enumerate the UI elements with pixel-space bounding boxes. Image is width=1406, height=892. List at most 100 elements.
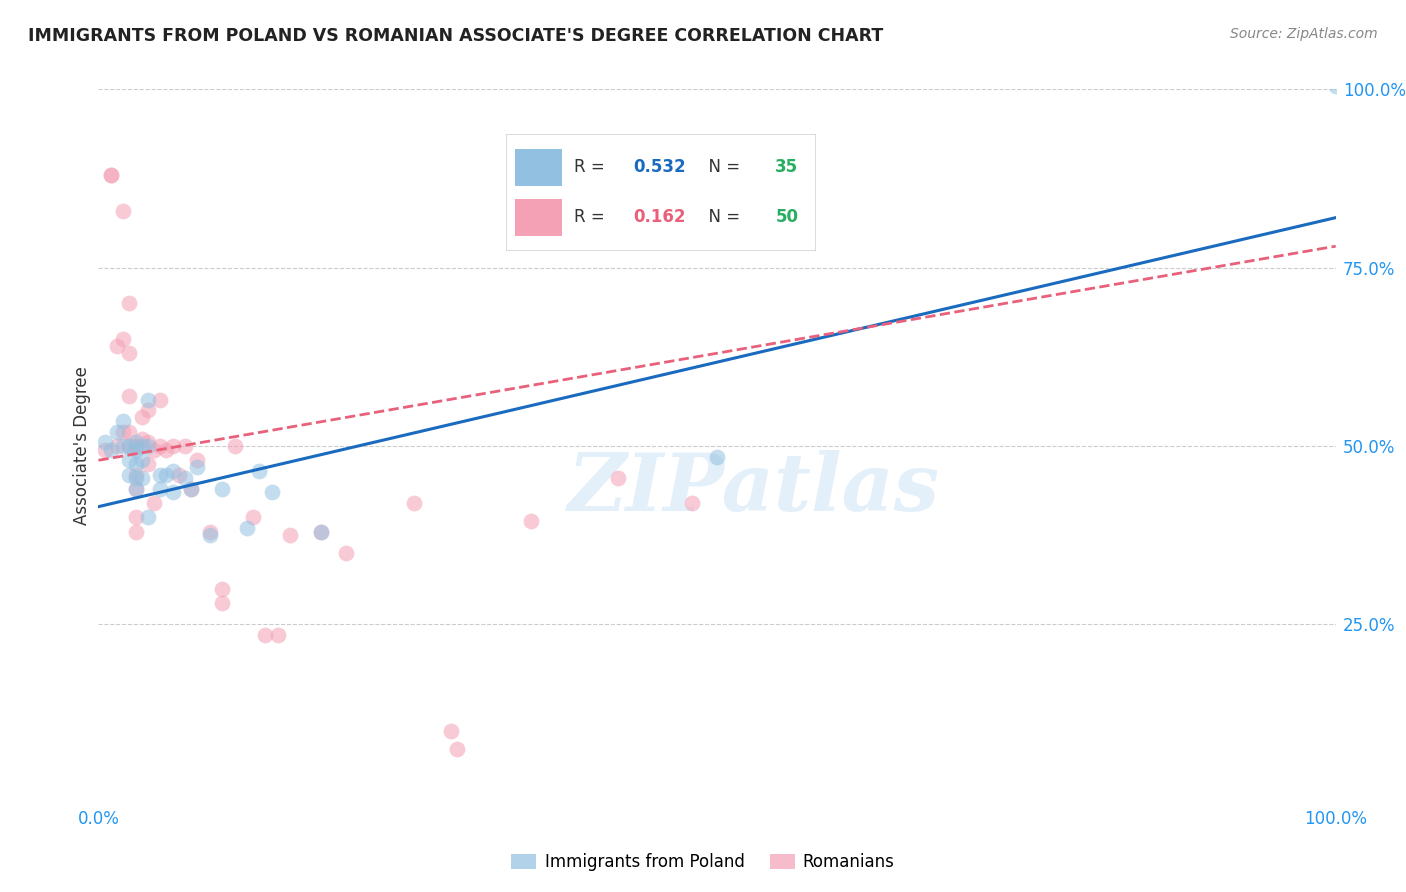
Point — [136, 439, 159, 453]
Point — [247, 464, 270, 478]
Point — [124, 439, 146, 453]
Point — [118, 296, 141, 310]
Legend: Immigrants from Poland, Romanians: Immigrants from Poland, Romanians — [503, 845, 903, 880]
Point — [1324, 78, 1347, 93]
Text: 50: 50 — [775, 209, 799, 227]
Point — [112, 439, 135, 453]
Point — [100, 168, 122, 182]
Point — [143, 496, 166, 510]
Point — [118, 439, 141, 453]
Point — [118, 389, 141, 403]
Point — [162, 464, 184, 478]
Point — [174, 439, 197, 453]
Point — [198, 524, 221, 539]
Point — [136, 403, 159, 417]
Point — [155, 467, 177, 482]
Text: IMMIGRANTS FROM POLAND VS ROMANIAN ASSOCIATE'S DEGREE CORRELATION CHART: IMMIGRANTS FROM POLAND VS ROMANIAN ASSOC… — [28, 27, 883, 45]
Point — [124, 457, 146, 471]
FancyBboxPatch shape — [516, 199, 562, 235]
Point — [131, 410, 153, 425]
Point — [118, 346, 141, 360]
Point — [149, 439, 172, 453]
Point — [124, 510, 146, 524]
Point — [174, 471, 197, 485]
Point — [402, 496, 425, 510]
Point — [100, 168, 122, 182]
Point — [278, 528, 301, 542]
Point — [131, 439, 153, 453]
Point — [607, 471, 630, 485]
Point — [186, 460, 208, 475]
Point — [93, 442, 115, 457]
Point — [446, 742, 468, 756]
Point — [112, 414, 135, 428]
Text: 35: 35 — [775, 159, 799, 177]
Text: Source: ZipAtlas.com: Source: ZipAtlas.com — [1230, 27, 1378, 41]
Point — [335, 546, 357, 560]
Text: ZIPatlas: ZIPatlas — [568, 450, 941, 527]
Point — [124, 524, 146, 539]
Point — [260, 485, 283, 500]
Point — [112, 332, 135, 346]
Point — [131, 471, 153, 485]
Point — [211, 482, 233, 496]
Point — [124, 482, 146, 496]
Point — [149, 467, 172, 482]
Point — [136, 510, 159, 524]
Point — [105, 339, 128, 353]
Point — [211, 582, 233, 596]
Point — [124, 439, 146, 453]
Point — [118, 467, 141, 482]
Point — [136, 435, 159, 450]
Point — [124, 482, 146, 496]
Point — [131, 453, 153, 467]
Point — [93, 435, 115, 450]
Point — [211, 596, 233, 610]
Point — [180, 482, 202, 496]
Point — [136, 457, 159, 471]
Point — [242, 510, 264, 524]
Text: 0.162: 0.162 — [633, 209, 686, 227]
Point — [105, 439, 128, 453]
Point — [180, 482, 202, 496]
Point — [520, 514, 543, 528]
Point — [112, 203, 135, 218]
Point — [118, 439, 141, 453]
Point — [105, 425, 128, 439]
Point — [124, 435, 146, 450]
Point — [131, 432, 153, 446]
Y-axis label: Associate's Degree: Associate's Degree — [73, 367, 91, 525]
Text: N =: N = — [697, 159, 745, 177]
Point — [186, 453, 208, 467]
Point — [254, 628, 277, 642]
Point — [162, 485, 184, 500]
Point — [309, 524, 332, 539]
Text: 0.532: 0.532 — [633, 159, 686, 177]
Text: N =: N = — [697, 209, 745, 227]
FancyBboxPatch shape — [516, 149, 562, 186]
Point — [124, 467, 146, 482]
Point — [236, 521, 259, 535]
Point — [681, 496, 703, 510]
Point — [267, 628, 290, 642]
Point — [124, 442, 146, 457]
Point — [100, 442, 122, 457]
Point — [143, 442, 166, 457]
Point — [136, 392, 159, 407]
Text: R =: R = — [574, 159, 610, 177]
Point — [118, 425, 141, 439]
Point — [167, 467, 190, 482]
Point — [149, 482, 172, 496]
Point — [124, 471, 146, 485]
Point — [309, 524, 332, 539]
Point — [118, 453, 141, 467]
Point — [224, 439, 246, 453]
Point — [706, 450, 728, 464]
Point — [149, 392, 172, 407]
Point — [198, 528, 221, 542]
Point — [155, 442, 177, 457]
Point — [440, 724, 463, 739]
Text: R =: R = — [574, 209, 610, 227]
Point — [162, 439, 184, 453]
Point — [112, 425, 135, 439]
